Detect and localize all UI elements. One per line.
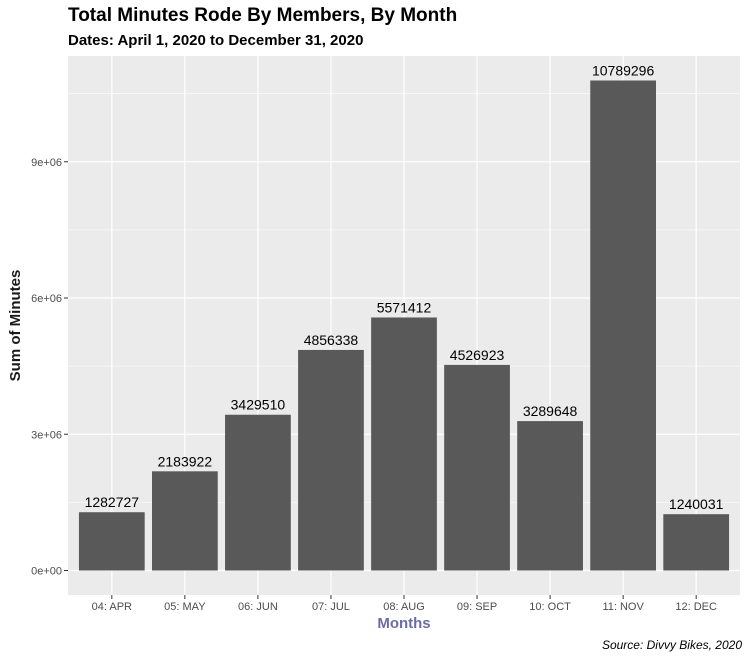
bar-value-label: 4856338	[304, 332, 359, 348]
x-tick-label: 04: APR	[92, 601, 132, 613]
y-tick-label: 3e+06	[31, 429, 62, 441]
x-tick-label: 09: SEP	[457, 601, 497, 613]
bar	[517, 421, 583, 571]
bar-value-label: 4526923	[450, 347, 505, 363]
bar-value-label: 3289648	[523, 403, 578, 419]
x-tick-label: 12: DEC	[675, 601, 717, 613]
bar-value-label: 2183922	[158, 453, 213, 469]
bar	[444, 364, 510, 571]
bar-value-label: 5571412	[377, 299, 432, 315]
x-tick-label: 07: JUL	[312, 601, 350, 613]
y-axis-title: Sum of Minutes	[7, 270, 24, 382]
x-tick-label: 06: JUN	[238, 601, 278, 613]
bar-value-label: 1240031	[669, 496, 724, 512]
bar	[152, 471, 218, 571]
bar	[78, 512, 145, 571]
x-tick-label: 05: MAY	[164, 601, 206, 613]
bar-value-label: 3429510	[231, 397, 286, 413]
bar-value-label: 10789296	[592, 63, 655, 79]
bar-value-label: 1282727	[85, 494, 140, 510]
bar	[590, 80, 656, 571]
bar	[225, 414, 291, 571]
x-tick-label: 08: AUG	[383, 601, 425, 613]
y-axis: 0e+00 3e+06 6e+06 9e+06	[31, 157, 68, 578]
y-tick-label: 9e+06	[31, 157, 62, 169]
x-tick-label: 10: OCT	[529, 601, 571, 613]
y-tick-label: 0e+00	[31, 566, 62, 578]
chart-subtitle: Dates: April 1, 2020 to December 31, 202…	[68, 32, 364, 49]
bar	[663, 514, 730, 571]
x-axis-title: Months	[377, 615, 430, 632]
bar-labels: 1282727 2183922 3429510 4856338 5571412 45269…	[85, 63, 724, 513]
x-tick-label: 11: NOV	[602, 601, 644, 613]
chart-title: Total Minutes Rode By Members, By Month	[68, 5, 458, 26]
chart-caption: Source: Divvy Bikes, 2020	[601, 638, 742, 652]
y-tick-label: 6e+06	[31, 293, 62, 305]
bar	[298, 349, 364, 571]
x-axis: 04: APR 05: MAY 06: JUN 07: JUL 08: AUG 09: S…	[92, 595, 717, 613]
bars	[78, 80, 730, 571]
bar	[371, 317, 437, 571]
